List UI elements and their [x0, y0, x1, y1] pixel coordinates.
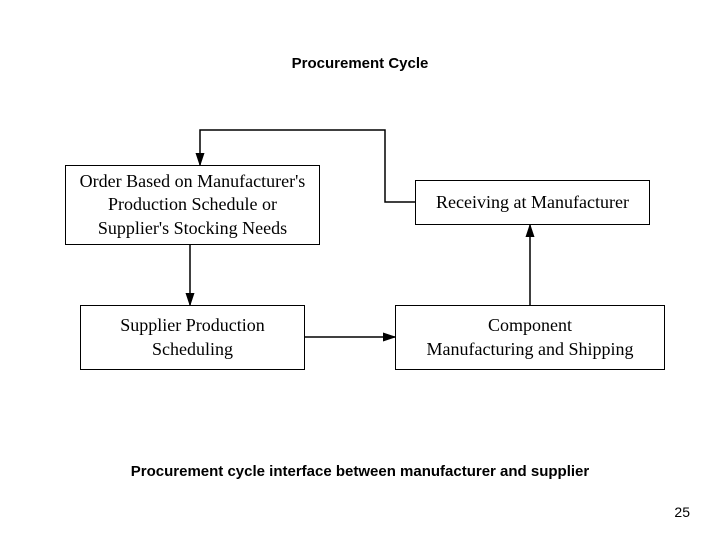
node-label: Receiving at Manufacturer	[436, 191, 629, 214]
node-receiving: Receiving at Manufacturer	[415, 180, 650, 225]
node-order: Order Based on Manufacturer's Production…	[65, 165, 320, 245]
node-label: Component Manufacturing and Shipping	[427, 314, 634, 361]
node-label: Order Based on Manufacturer's Production…	[80, 170, 306, 240]
node-shipping: Component Manufacturing and Shipping	[395, 305, 665, 370]
arrows-layer	[20, 90, 700, 420]
node-label: Supplier Production Scheduling	[120, 314, 265, 361]
flowchart-area: Order Based on Manufacturer's Production…	[20, 90, 700, 420]
page-title: Procurement Cycle	[0, 55, 720, 72]
page-number: 25	[674, 504, 690, 520]
caption: Procurement cycle interface between manu…	[0, 463, 720, 480]
node-scheduling: Supplier Production Scheduling	[80, 305, 305, 370]
